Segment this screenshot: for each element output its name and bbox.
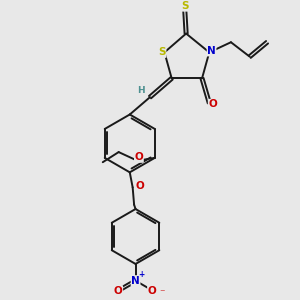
Text: +: +: [138, 270, 145, 279]
Text: O: O: [148, 286, 156, 296]
Text: N: N: [207, 46, 216, 56]
Text: O: O: [208, 99, 217, 110]
Text: S: S: [158, 47, 166, 57]
Text: O: O: [134, 152, 143, 162]
Text: O: O: [114, 286, 123, 296]
Text: O: O: [136, 181, 144, 191]
Text: S: S: [181, 1, 188, 11]
Text: ⁻: ⁻: [159, 288, 164, 298]
Text: H: H: [137, 86, 145, 95]
Text: N: N: [131, 276, 140, 286]
